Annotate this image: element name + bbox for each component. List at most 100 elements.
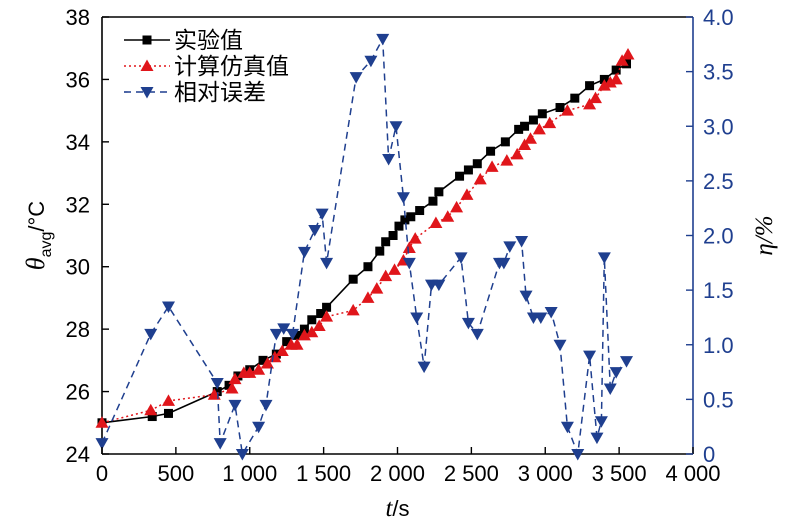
data-point [235, 449, 249, 461]
y-right-axis-label: η/% [751, 215, 778, 255]
x-tick-label: 4 000 [665, 461, 720, 486]
data-point [588, 91, 602, 104]
data-point [570, 93, 580, 103]
data-point [379, 269, 393, 282]
x-tick-label: 500 [158, 461, 195, 486]
y-right-tick-label: 2.0 [703, 224, 734, 249]
data-point [434, 187, 444, 197]
data-point [410, 312, 424, 324]
data-point [585, 81, 595, 91]
data-point [147, 412, 157, 422]
y-left-tick-label: 38 [66, 5, 90, 30]
data-point [252, 363, 266, 375]
data-point [297, 328, 311, 341]
data-point [163, 408, 173, 418]
data-point [228, 372, 242, 385]
data-point [376, 33, 390, 46]
data-point [534, 312, 548, 324]
data-point [597, 79, 611, 91]
x-axis-label: t/s [385, 495, 409, 522]
data-point [228, 399, 242, 412]
data-point [277, 323, 291, 335]
x-axis-label-symbol: t [385, 495, 393, 522]
y-left-axis-label: θavg/°C [21, 201, 55, 270]
data-point [320, 310, 334, 322]
data-point [286, 328, 300, 341]
data-point [485, 160, 499, 172]
data-point [417, 361, 431, 374]
y-left-axis-label-symbol: θ [21, 257, 50, 270]
data-point [406, 212, 416, 222]
data-point [583, 97, 597, 110]
data-point [322, 302, 332, 312]
data-point [497, 257, 511, 270]
data-point [555, 103, 565, 113]
data-point [486, 146, 496, 156]
y-left-tick-label: 30 [66, 255, 90, 280]
data-point [297, 246, 311, 259]
data-point [364, 55, 378, 68]
data-point [389, 121, 403, 133]
data-point [503, 241, 517, 253]
data-point [472, 159, 482, 169]
data-point [225, 381, 239, 394]
y-right-tick-label: 3.5 [703, 60, 734, 85]
y-left-tick-label: 28 [66, 317, 90, 342]
legend-label: 相对误差 [174, 80, 266, 106]
data-point [454, 252, 468, 264]
data-point [560, 104, 574, 116]
data-point [144, 328, 158, 341]
data-point [363, 262, 373, 272]
data-point [519, 290, 533, 303]
data-point [428, 196, 438, 206]
x-axis-label-unit: /s [392, 496, 409, 521]
series-1 [97, 59, 632, 428]
data-point [500, 137, 510, 147]
data-point [473, 172, 487, 185]
data-point [544, 306, 558, 319]
data-point [349, 72, 363, 84]
legend-label: 实验值 [174, 28, 243, 54]
x-tick-label: 1 000 [222, 461, 277, 486]
data-point [603, 383, 617, 395]
data-point [402, 257, 416, 270]
data-point [213, 438, 227, 450]
y-left-tick-label: 26 [66, 380, 90, 405]
data-point [400, 215, 410, 225]
data-point [594, 416, 608, 428]
data-point [461, 317, 475, 330]
data-point [258, 355, 268, 365]
data-point [571, 449, 585, 461]
data-point [396, 192, 410, 204]
data-point [252, 421, 266, 434]
data-point [346, 303, 360, 316]
data-point [463, 165, 473, 175]
data-point [615, 54, 629, 66]
legend-marker [140, 59, 154, 71]
x-tick-label: 3 500 [592, 461, 647, 486]
data-point [161, 394, 175, 406]
y-right-tick-label: 4.0 [703, 5, 734, 30]
data-point [308, 225, 322, 237]
y-right-tick-label: 2.5 [703, 169, 734, 194]
data-point [260, 356, 274, 369]
data-point [609, 367, 623, 379]
data-point [316, 309, 326, 319]
x-tick-label: 1 500 [296, 461, 351, 486]
data-point [590, 432, 604, 445]
data-point [224, 380, 234, 390]
series-line [101, 53, 629, 424]
y-left-tick-label: 34 [66, 130, 90, 155]
data-point [518, 138, 532, 150]
y-right-tick-label: 0.5 [703, 387, 734, 412]
y-left-axis-label-unit: /°C [24, 201, 49, 232]
data-point [268, 350, 282, 363]
legend-marker [140, 87, 154, 99]
data-point [553, 339, 567, 352]
data-point [460, 188, 474, 200]
data-point [500, 154, 514, 166]
data-point [609, 72, 623, 85]
series-3 [95, 33, 634, 461]
data-point [514, 124, 524, 134]
data-point [348, 274, 358, 284]
